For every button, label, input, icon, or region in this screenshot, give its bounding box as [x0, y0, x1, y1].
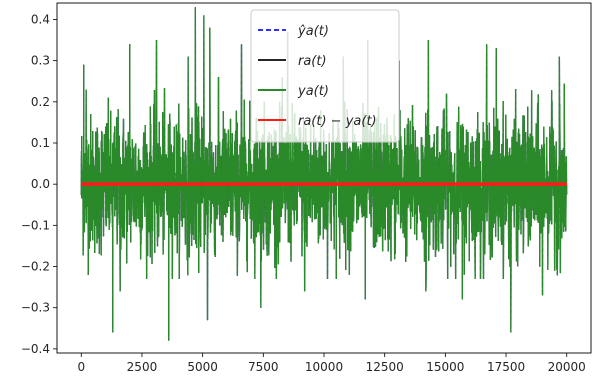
y-tick-label: 0.4	[31, 12, 50, 26]
y-tick-label: −0.4	[21, 342, 50, 356]
legend-label: ra(t)	[298, 54, 327, 69]
legend-label: ya(t)	[297, 84, 329, 99]
plot-area	[80, 7, 568, 341]
data-layer	[80, 7, 568, 341]
y-tick-label: 0.0	[31, 177, 50, 191]
axes: 0 2500 5000 7500 10000 12500 15000 17500 20000 −0…	[21, 2, 592, 374]
x-tick-label: 2500	[127, 360, 158, 374]
x-tick-label: 20000	[548, 360, 586, 374]
x-tick-label: 15000	[426, 360, 464, 374]
series-line-y	[80, 7, 568, 341]
y-tick-label: −0.3	[21, 301, 50, 315]
y-tick-label: −0.1	[21, 218, 50, 232]
legend-box	[250, 9, 400, 143]
legend: ŷa(t) ra(t) ya(t) ra(t) − ya(t)	[250, 9, 400, 143]
x-tick-label: 5000	[187, 360, 218, 374]
y-tick-label: 0.1	[31, 136, 50, 150]
x-tick-label: 12500	[366, 360, 404, 374]
y-tick-label: 0.2	[31, 95, 50, 109]
legend-label: ra(t) − ya(t)	[298, 114, 377, 129]
x-tick-label: 10000	[305, 360, 343, 374]
x-tick-label: 0	[77, 360, 85, 374]
legend-label: ŷa(t)	[297, 24, 329, 39]
x-tick-label: 17500	[487, 360, 525, 374]
x-tick-label: 7500	[248, 360, 279, 374]
y-tick-label: 0.3	[31, 54, 50, 68]
y-tick-label: −0.2	[21, 260, 50, 274]
